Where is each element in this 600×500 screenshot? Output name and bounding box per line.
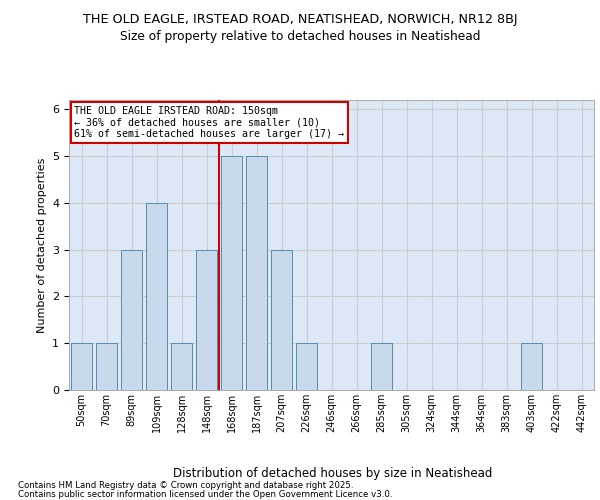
Bar [146,203,167,390]
Text: THE OLD EAGLE, IRSTEAD ROAD, NEATISHEAD, NORWICH, NR12 8BJ: THE OLD EAGLE, IRSTEAD ROAD, NEATISHEAD,… [83,12,517,26]
Bar [171,343,192,390]
Bar [296,343,317,390]
Bar [246,156,267,390]
Bar [121,250,142,390]
Bar [196,250,217,390]
Bar [71,343,92,390]
Bar [96,343,117,390]
Bar [271,250,292,390]
Y-axis label: Number of detached properties: Number of detached properties [37,158,47,332]
Bar [221,156,242,390]
Text: Distribution of detached houses by size in Neatishead: Distribution of detached houses by size … [173,468,493,480]
Text: Contains public sector information licensed under the Open Government Licence v3: Contains public sector information licen… [18,490,392,499]
Bar [371,343,392,390]
Text: THE OLD EAGLE IRSTEAD ROAD: 150sqm
← 36% of detached houses are smaller (10)
61%: THE OLD EAGLE IRSTEAD ROAD: 150sqm ← 36%… [74,106,344,139]
Text: Contains HM Land Registry data © Crown copyright and database right 2025.: Contains HM Land Registry data © Crown c… [18,481,353,490]
Text: Size of property relative to detached houses in Neatishead: Size of property relative to detached ho… [120,30,480,43]
Bar [521,343,542,390]
